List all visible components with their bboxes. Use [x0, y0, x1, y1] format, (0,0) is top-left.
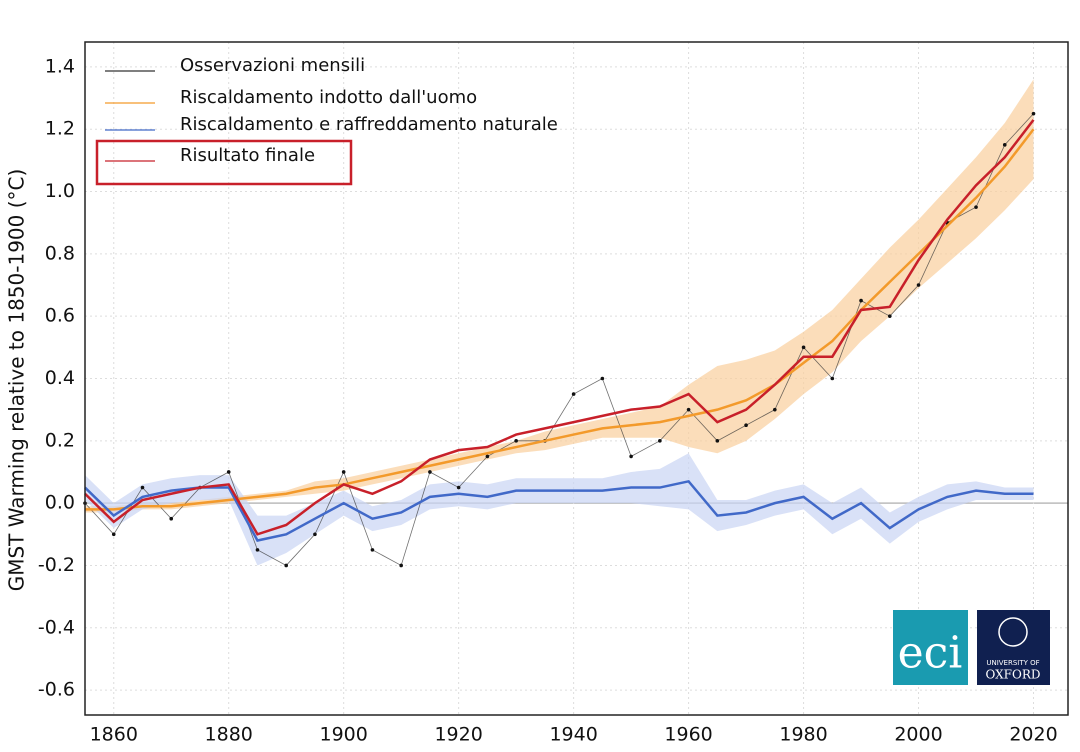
- highlight-box: [95, 139, 353, 186]
- legend-label: Risultato finale: [180, 145, 315, 166]
- series-line: [84, 119, 1035, 536]
- observation-dot: [485, 454, 490, 459]
- observation-dot: [399, 563, 403, 568]
- observation-dot: [1031, 111, 1036, 116]
- observation-dot: [370, 548, 375, 552]
- observation-dot: [658, 439, 662, 443]
- y-tick-label: 1.0: [45, 180, 75, 202]
- series-line: [84, 479, 1034, 542]
- y-tick-label: 0.2: [45, 429, 75, 451]
- y-tick-label: 1.2: [45, 118, 75, 140]
- x-tick-label: 1900: [320, 724, 368, 746]
- observation-dot: [428, 470, 432, 474]
- observation-dot: [715, 439, 720, 443]
- plot-frame: [84, 41, 1069, 716]
- legend-label: Riscaldamento indotto dall'uomo: [180, 87, 477, 108]
- observation-dot: [284, 563, 288, 568]
- observation-dot: [140, 485, 145, 490]
- uncertainty-band: [85, 453, 1034, 566]
- legend-label: Osservazioni mensili: [180, 55, 365, 76]
- observation-dot: [801, 345, 806, 350]
- oxford-logo-top: UNIVERSITY OF: [986, 659, 1039, 667]
- x-tick-label: 2000: [894, 724, 942, 746]
- x-tick-label: 1980: [779, 724, 827, 746]
- observation-dot: [255, 548, 260, 552]
- y-tick-label: -0.4: [38, 616, 75, 638]
- observation-dot: [600, 376, 605, 381]
- observation-dot: [313, 532, 317, 537]
- legend-label: Riscaldamento e raffreddamento naturale: [180, 114, 558, 135]
- observation-dot: [456, 485, 461, 490]
- observation-dot: [514, 439, 518, 443]
- x-tick-label: 1940: [549, 724, 597, 746]
- y-tick-label: 0.6: [45, 305, 75, 327]
- y-tick-label: 0.8: [45, 242, 75, 264]
- x-tick-label: 1920: [434, 724, 482, 746]
- observation-dot: [111, 532, 116, 537]
- observation-dot: [341, 470, 346, 474]
- observation-dot: [887, 314, 892, 318]
- eci-logo-text: eci: [898, 628, 963, 679]
- observation-dot: [169, 516, 174, 521]
- y-tick-label: 0.0: [45, 492, 75, 514]
- y-axis-label: GMST Warming relative to 1850-1900 (°C): [5, 169, 29, 592]
- observation-dot: [629, 454, 633, 459]
- x-tick-label: 1960: [664, 724, 712, 746]
- observation-dot: [226, 470, 231, 474]
- x-tick-label: 2020: [1009, 724, 1057, 746]
- series-line: [85, 128, 1035, 511]
- observation-dot: [830, 376, 835, 381]
- y-tick-label: 0.4: [45, 367, 75, 389]
- oxford-crest: [998, 617, 1028, 647]
- observation-dot: [974, 205, 978, 209]
- y-tick-label: -0.6: [38, 679, 75, 701]
- eci-logo: [893, 610, 968, 685]
- y-tick-label: 1.4: [45, 55, 75, 77]
- oxford-logo-bottom: OXFORD: [986, 668, 1041, 682]
- observation-dot: [773, 407, 777, 412]
- observation-dot: [916, 283, 921, 287]
- x-tick-label: 1880: [205, 724, 253, 746]
- observation-dot: [686, 407, 691, 412]
- y-tick-label: -0.2: [38, 554, 75, 576]
- observation-dot: [1002, 143, 1007, 147]
- x-tick-label: 1860: [90, 724, 138, 746]
- observation-dot: [859, 298, 863, 303]
- plot-area: [83, 42, 1068, 715]
- observation-dot: [744, 423, 748, 428]
- oxford-logo: [977, 610, 1050, 685]
- observation-dot: [571, 392, 576, 396]
